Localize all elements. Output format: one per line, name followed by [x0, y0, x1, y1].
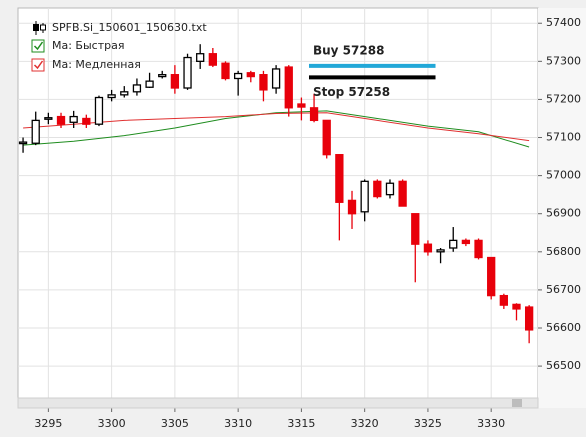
x-tick-label: 3320 — [351, 417, 379, 430]
y-tick-label: 56500 — [546, 359, 581, 372]
scroll-thumb[interactable] — [512, 399, 522, 407]
candle-body — [82, 117, 91, 125]
x-tick-label: 3305 — [161, 417, 189, 430]
legend: SPFB.Si_150601_150630.txt Ma: Быстрая Ma… — [31, 21, 207, 72]
candle-body — [233, 72, 243, 80]
candle-body — [259, 74, 268, 91]
candle-body — [44, 117, 53, 120]
candle-body — [132, 84, 142, 93]
candle-body — [221, 62, 230, 80]
legend-label: Ma: Быстрая — [52, 39, 124, 52]
legend-icon — [40, 24, 46, 31]
check — [33, 41, 44, 51]
y-tick-label: 56900 — [546, 207, 581, 220]
candle-body — [196, 53, 205, 62]
candle-body — [360, 180, 369, 213]
legend-label: SPFB.Si_150601_150630.txt — [52, 21, 207, 34]
y-tick-label: 57100 — [546, 131, 581, 144]
x-tick-label: 3325 — [414, 417, 442, 430]
candle-body — [284, 66, 293, 109]
y-tick-label: 57000 — [546, 169, 581, 182]
candle-body — [170, 74, 180, 89]
check — [33, 60, 44, 70]
level-label: Stop 57258 — [313, 85, 390, 99]
candle-body — [183, 56, 192, 89]
candle-body — [347, 199, 357, 215]
y-tick-label: 56600 — [546, 321, 581, 334]
candle-body — [449, 239, 458, 249]
candle-body — [18, 141, 28, 145]
candle-body — [56, 115, 66, 125]
ma-lines — [23, 110, 530, 148]
candle-body — [322, 119, 331, 156]
candle-body — [385, 182, 395, 196]
x-tick-label: 3300 — [98, 417, 126, 430]
candles — [18, 44, 534, 344]
candle-body — [94, 96, 104, 125]
candle-body — [120, 91, 129, 96]
candle-body — [69, 115, 78, 123]
legend-icon — [33, 24, 39, 31]
scrollbar[interactable] — [17, 397, 539, 409]
candle-body — [107, 94, 116, 99]
candle-body — [512, 303, 521, 310]
candle-body — [145, 80, 154, 88]
ma-line — [23, 112, 530, 142]
x-tick-label: 3330 — [477, 417, 505, 430]
candle-body — [487, 256, 496, 297]
candle-body — [208, 53, 217, 66]
candle-body — [524, 306, 534, 331]
y-tick-label: 56800 — [546, 245, 581, 258]
candle-body — [158, 74, 167, 78]
candle-body — [461, 239, 471, 245]
candle-body — [423, 243, 433, 253]
y-tick-label: 57200 — [546, 92, 581, 105]
candle-body — [398, 180, 407, 207]
candle-body — [499, 294, 508, 306]
candle-body — [474, 239, 483, 259]
candle-body — [373, 180, 382, 198]
ma-line — [23, 110, 530, 148]
x-tick-label: 3310 — [224, 417, 252, 430]
candle-body — [297, 103, 306, 108]
y-tick-label: 57400 — [546, 16, 581, 29]
candle-body — [246, 72, 255, 78]
x-tick-label: 3315 — [287, 417, 315, 430]
candle-body — [271, 68, 281, 89]
level-label: Buy 57288 — [313, 43, 384, 57]
candle-body — [436, 249, 445, 253]
candle-body — [31, 119, 40, 144]
candle-body — [335, 154, 344, 203]
y-tick-label: 56700 — [546, 283, 581, 296]
price-axis-panel — [538, 8, 586, 408]
legend-label: Ma: Медленная — [52, 58, 141, 71]
grid: 56500 56600 56700 56800 56900 57000 57100 57200… — [18, 8, 581, 430]
x-tick-label: 3295 — [34, 417, 62, 430]
levels: Buy 57288 Stop 57258 — [308, 43, 436, 99]
y-tick-label: 57300 — [546, 54, 581, 67]
candle-body — [411, 213, 420, 245]
candle-body — [309, 107, 319, 122]
